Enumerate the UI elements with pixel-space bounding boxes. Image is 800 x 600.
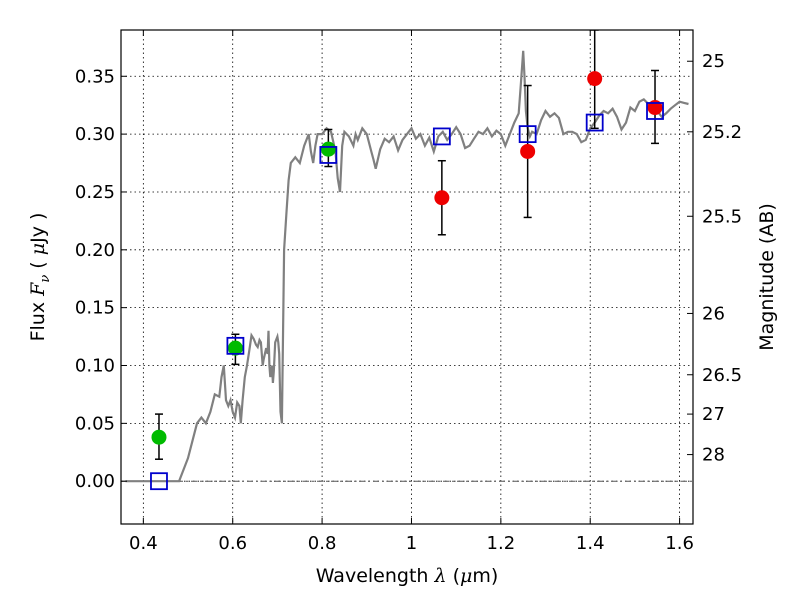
model-spectrum-line	[125, 50, 689, 483]
green-point	[151, 429, 167, 445]
magnitude-tick-label: 25.5	[702, 206, 742, 227]
x-tick-label: 0.8	[308, 533, 337, 554]
y-tick-label: 0.20	[75, 240, 115, 261]
y-tick-label: 0.25	[75, 182, 115, 203]
plot-area	[125, 30, 689, 491]
model-square-point	[319, 146, 338, 164]
x-tick-label: 1.6	[665, 533, 694, 554]
x-tick-label: 0.4	[129, 533, 158, 554]
y-tick-label: 0.35	[75, 66, 115, 87]
magnitude-tick-label: 25	[702, 51, 725, 72]
y-tick-label: 0.05	[75, 413, 115, 434]
axis-ticks	[121, 30, 693, 524]
green-point	[320, 141, 336, 157]
red-point	[520, 143, 536, 159]
magnitude-tick-label: 26.5	[702, 365, 742, 386]
right-axis-title: Magnitude (AB)	[756, 203, 778, 351]
red-point	[587, 71, 603, 87]
model-square-point	[646, 102, 664, 120]
model-square-point	[585, 113, 604, 132]
y-axis-title: Flux Fν ( μJy )	[27, 213, 53, 342]
magnitude-tick-label: 27	[702, 404, 725, 425]
magnitude-tick-label: 26	[702, 303, 725, 324]
y-tick-label: 0.10	[75, 356, 115, 377]
magnitude-tick-label: 28	[702, 445, 725, 466]
y-tick-label: 0.15	[75, 298, 115, 319]
error-bars	[154, 30, 660, 460]
model-square-point	[226, 336, 245, 355]
x-tick-label: 0.6	[218, 533, 247, 554]
green-point	[227, 340, 243, 356]
red-point	[434, 190, 450, 206]
x-axis-title: Wavelength λ (μm)	[316, 565, 499, 587]
model-square-point	[150, 472, 168, 491]
x-tick-label: 1.4	[576, 533, 605, 554]
model-square-point	[518, 125, 537, 144]
y-tick-label: 0.30	[75, 124, 115, 145]
x-tick-label: 1	[406, 533, 417, 554]
y-tick-label: 0.00	[75, 471, 115, 492]
x-tick-label: 1.2	[487, 533, 516, 554]
grid-lines	[121, 30, 693, 524]
data-markers	[150, 71, 664, 491]
tick-labels: 0.4 0.6 0.8 1 1.2 1.4 1.6 0.00 0.05 0.10 0.15 0.20 0…	[75, 51, 742, 554]
magnitude-tick-label: 25.2	[702, 122, 742, 143]
plot-frame	[120, 29, 694, 525]
model-square-point	[432, 127, 451, 146]
